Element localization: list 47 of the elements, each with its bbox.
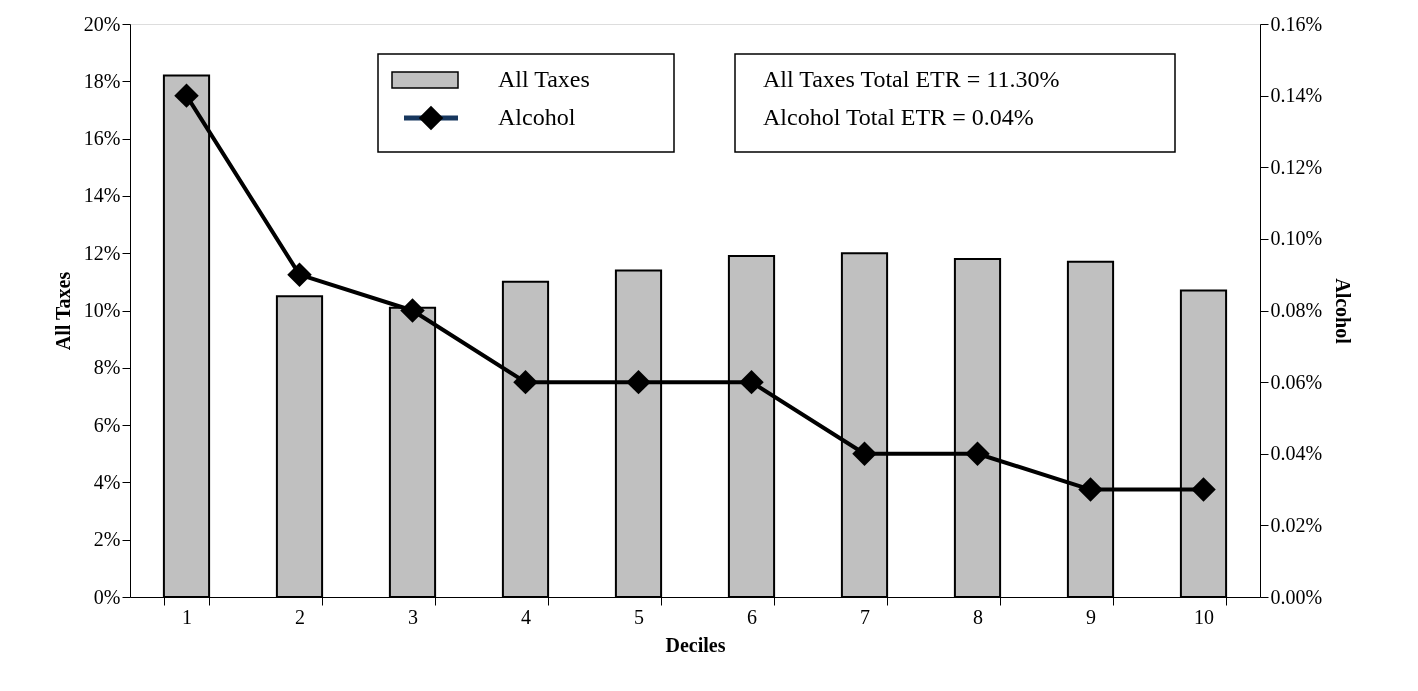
y2-tick-label: 0.06% bbox=[1270, 370, 1323, 393]
y2-tick-label: 0.14% bbox=[1270, 84, 1323, 107]
y-tick-label: 8% bbox=[93, 356, 121, 379]
annotation: Alcohol Total ETR = 0.04% bbox=[763, 104, 1034, 130]
y2-tick-label: 0.10% bbox=[1270, 227, 1323, 250]
y-tick-label: 14% bbox=[83, 184, 121, 207]
x-tick-label: 4 bbox=[521, 605, 531, 628]
point bbox=[626, 369, 651, 395]
x-tick-label: 8 bbox=[973, 605, 983, 628]
y2-axis-title: Alcohol bbox=[1332, 278, 1355, 345]
y-tick-label: 12% bbox=[83, 241, 121, 264]
point bbox=[513, 369, 538, 395]
x-tick-label: 2 bbox=[295, 605, 305, 628]
y2-tick-label: 0.08% bbox=[1270, 299, 1323, 321]
legend-label: All Taxes bbox=[498, 66, 590, 92]
y-tick-label: 20% bbox=[83, 12, 121, 35]
y-tick-label: 0% bbox=[93, 585, 121, 608]
y-axis-title: All Taxes bbox=[51, 271, 74, 351]
point bbox=[965, 441, 990, 466]
y-tick-label: 4% bbox=[93, 470, 121, 493]
point bbox=[287, 262, 312, 287]
x-tick-label: 5 bbox=[634, 605, 644, 628]
x-tick-label: 7 bbox=[860, 605, 870, 628]
x-tick-label: 6 bbox=[747, 605, 757, 628]
annotation: All Taxes Total ETR = 11.30% bbox=[763, 66, 1060, 92]
y-tick-label: 16% bbox=[83, 127, 121, 150]
legend-label: Alcohol bbox=[498, 104, 576, 130]
x-tick-label: 9 bbox=[1086, 605, 1096, 628]
x-axis-title: Deciles bbox=[665, 633, 726, 656]
y2-tick-label: 0.12% bbox=[1270, 155, 1323, 178]
x-tick-label: 10 bbox=[1194, 605, 1214, 628]
point bbox=[400, 298, 425, 323]
y-tick-label: 2% bbox=[93, 528, 121, 551]
point bbox=[1191, 477, 1216, 502]
y2-tick-label: 0.04% bbox=[1270, 442, 1323, 465]
x-tick-label: 3 bbox=[408, 605, 418, 628]
y2-tick-label: 0.00% bbox=[1270, 585, 1323, 608]
point bbox=[174, 83, 199, 108]
y-tick-label: 18% bbox=[83, 69, 121, 92]
point bbox=[852, 441, 877, 466]
y2-tick-label: 0.02% bbox=[1270, 513, 1323, 536]
y-tick-label: 10% bbox=[83, 299, 121, 321]
y2-tick-label: 0.16% bbox=[1270, 12, 1323, 35]
y-tick-label: 6% bbox=[93, 413, 121, 436]
point bbox=[1078, 477, 1103, 502]
point bbox=[739, 369, 764, 395]
x-tick-label: 1 bbox=[182, 605, 192, 628]
